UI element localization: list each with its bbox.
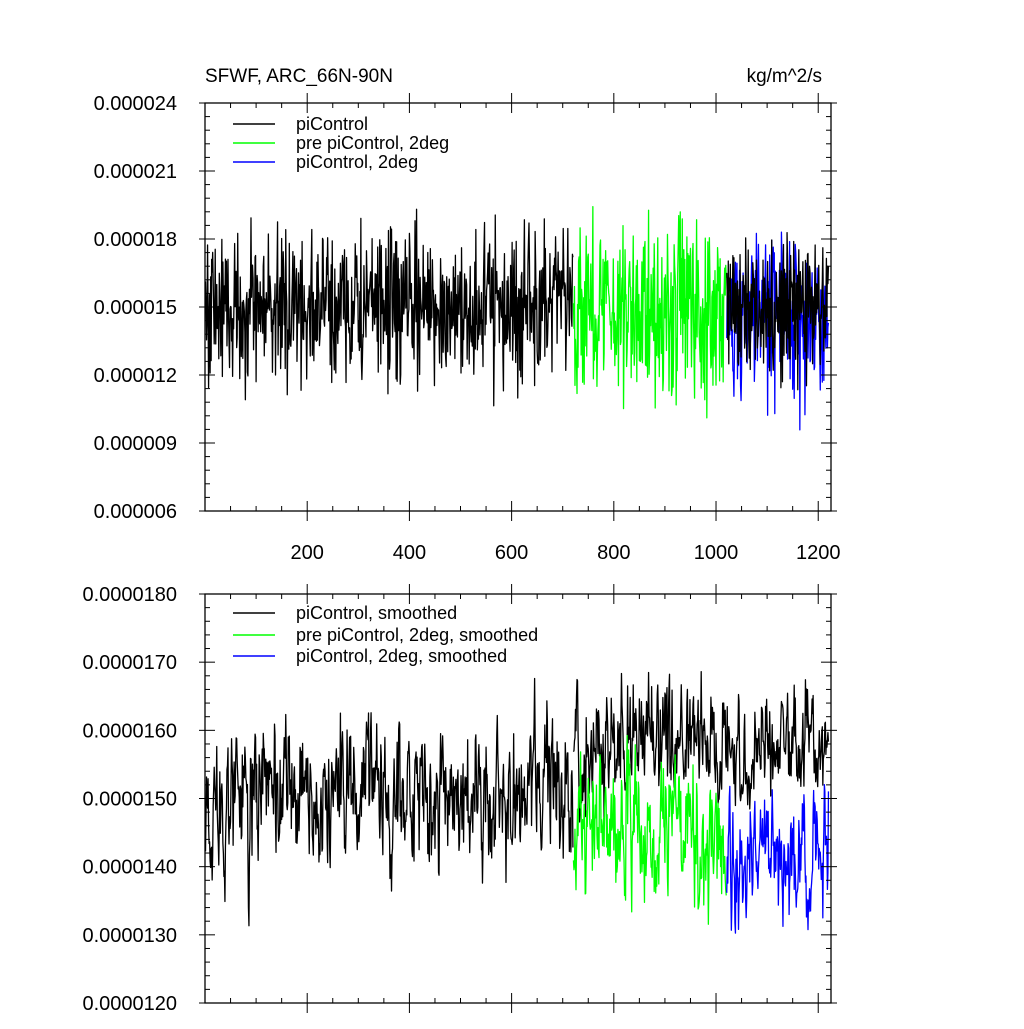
y-tick-label: 0.0000140	[82, 857, 177, 879]
series-line-overlay-1	[572, 671, 830, 825]
y-tick-label: 0.000021	[94, 161, 177, 183]
x-tick-label: 800	[597, 542, 630, 564]
x-tick-label: 200	[291, 542, 324, 564]
y-tick-label: 0.0000170	[82, 652, 177, 674]
legend-label-picontrol-2deg: piControl, 2deg	[296, 152, 418, 172]
panel-2: 0.0000120 0.0000130 0.0000140 0.0000150 0.00…	[82, 584, 837, 1015]
legend-label-picontrol-smoothed: piControl, smoothed	[296, 603, 457, 623]
units-label: kg/m^2/s	[747, 66, 822, 87]
y-tick-label: 0.000006	[94, 501, 177, 523]
y-tick-label: 0.000018	[94, 229, 177, 251]
y-tick-label: 0.0000150	[82, 789, 177, 811]
series-line-picontrol-smoothed	[204, 677, 574, 927]
y-tick-label: 0.000009	[94, 433, 177, 455]
series-line-picontrol	[204, 208, 574, 407]
x-tick-label: 600	[495, 542, 528, 564]
legend-label-picontrol-2deg-smoothed: piControl, 2deg, smoothed	[296, 646, 507, 666]
series-line-pre-picontrol-2deg	[572, 206, 727, 419]
panel-1: 200 400 600 800 1000 1200 0.000006 0.000009 0.00…	[94, 93, 841, 564]
legend-label-pre-picontrol-2deg: pre piControl, 2deg	[296, 133, 449, 153]
y-tick-label: 0.000012	[94, 365, 177, 387]
y-tick-label: 0.0000180	[82, 584, 177, 606]
y-tick-label: 0.0000120	[82, 993, 177, 1015]
y-tick-label: 0.000015	[94, 297, 177, 319]
legend-label-pre-picontrol-2deg-smoothed: pre piControl, 2deg, smoothed	[296, 625, 538, 645]
series-line-pre-picontrol-2deg-smoothed	[572, 734, 727, 925]
x-tick-label: 400	[393, 542, 426, 564]
x-tick-label: 1000	[694, 542, 739, 564]
series-line-overlay-3	[726, 232, 830, 391]
legend-top: piControl pre piControl, 2deg piControl,…	[233, 114, 449, 172]
y-tick-label: 0.0000160	[82, 720, 177, 742]
chart-title: SFWF, ARC_66N-90N	[205, 66, 393, 87]
series-line-picontrol-2deg-smoothed	[726, 784, 830, 934]
legend-bottom: piControl, smoothed pre piControl, 2deg,…	[233, 603, 538, 666]
legend-label-picontrol: piControl	[296, 114, 368, 134]
x-tick-label: 1200	[796, 542, 841, 564]
y-tick-label: 0.0000130	[82, 925, 177, 947]
y-tick-label: 0.000024	[94, 93, 177, 115]
